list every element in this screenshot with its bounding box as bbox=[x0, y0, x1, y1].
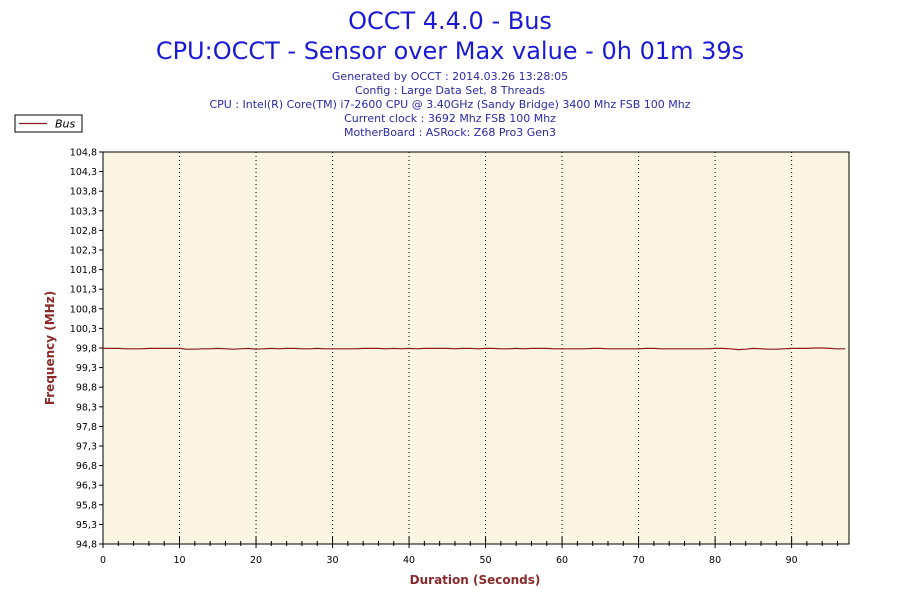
y-tick-label: 99,8 bbox=[76, 344, 97, 355]
legend-label-bus: Bus bbox=[55, 118, 76, 131]
y-tick-label: 97,3 bbox=[76, 442, 97, 453]
info-cpu: CPU : Intel(R) Core(TM) i7-2600 CPU @ 3.… bbox=[209, 98, 690, 111]
x-tick-label: 90 bbox=[786, 555, 798, 566]
chart-subtitle: CPU:OCCT - Sensor over Max value - 0h 01… bbox=[156, 37, 744, 65]
y-tick-label: 98,8 bbox=[76, 383, 97, 394]
y-tick-label: 95,8 bbox=[76, 500, 97, 511]
series-layer bbox=[103, 347, 846, 351]
x-tick-label: 10 bbox=[173, 555, 185, 566]
y-tick-label: 97,8 bbox=[76, 422, 97, 433]
y-tick-label: 99,3 bbox=[76, 363, 97, 374]
legend: Bus bbox=[14, 114, 83, 133]
x-axis-label: Duration (Seconds) bbox=[410, 573, 541, 587]
y-tick-label: 104,3 bbox=[70, 167, 97, 178]
x-tick-label: 30 bbox=[326, 555, 338, 566]
y-axis: 94,8 95,3 95,8 96,3 96,8 97,3 97,8 98,3 98,8 99,3… bbox=[70, 148, 103, 551]
chart-title: OCCT 4.4.0 - Bus bbox=[348, 7, 552, 35]
y-tick-label: 103,8 bbox=[70, 187, 97, 198]
series-line-bus bbox=[103, 347, 846, 351]
y-tick-label: 103,3 bbox=[70, 206, 97, 217]
y-tick-label: 100,3 bbox=[70, 324, 97, 335]
x-tick-label: 50 bbox=[480, 555, 492, 566]
y-tick-label: 101,8 bbox=[70, 265, 97, 276]
y-axis-label: Frequency (MHz) bbox=[43, 291, 57, 405]
x-tick-label: 70 bbox=[633, 555, 645, 566]
y-tick-label: 98,3 bbox=[76, 402, 97, 413]
legend-box bbox=[14, 114, 83, 133]
x-tick-label: 0 bbox=[100, 555, 106, 566]
y-tick-label: 94,8 bbox=[76, 540, 97, 551]
x-tick-label: 60 bbox=[556, 555, 568, 566]
info-current-clock: Current clock : 3692 Mhz FSB 100 Mhz bbox=[344, 112, 556, 125]
y-tick-label: 100,8 bbox=[70, 304, 97, 315]
x-tick-label: 20 bbox=[250, 555, 262, 566]
y-tick-label: 96,3 bbox=[76, 481, 97, 492]
x-tick-label: 40 bbox=[403, 555, 415, 566]
info-generated: Generated by OCCT : 2014.03.26 13:28:05 bbox=[332, 70, 568, 83]
y-tick-label: 102,3 bbox=[70, 246, 97, 257]
x-tick-label: 80 bbox=[709, 555, 721, 566]
y-tick-label: 102,8 bbox=[70, 226, 97, 237]
y-tick-label: 104,8 bbox=[70, 148, 97, 159]
y-tick-label: 96,8 bbox=[76, 461, 97, 472]
y-tick-label: 101,3 bbox=[70, 285, 97, 296]
y-tick-label: 95,3 bbox=[76, 520, 97, 531]
info-config: Config : Large Data Set, 8 Threads bbox=[355, 84, 545, 97]
info-motherboard: MotherBoard : ASRock: Z68 Pro3 Gen3 bbox=[344, 126, 556, 139]
x-axis: 0 10 20 30 40 50 60 70 80 90 bbox=[100, 537, 839, 566]
